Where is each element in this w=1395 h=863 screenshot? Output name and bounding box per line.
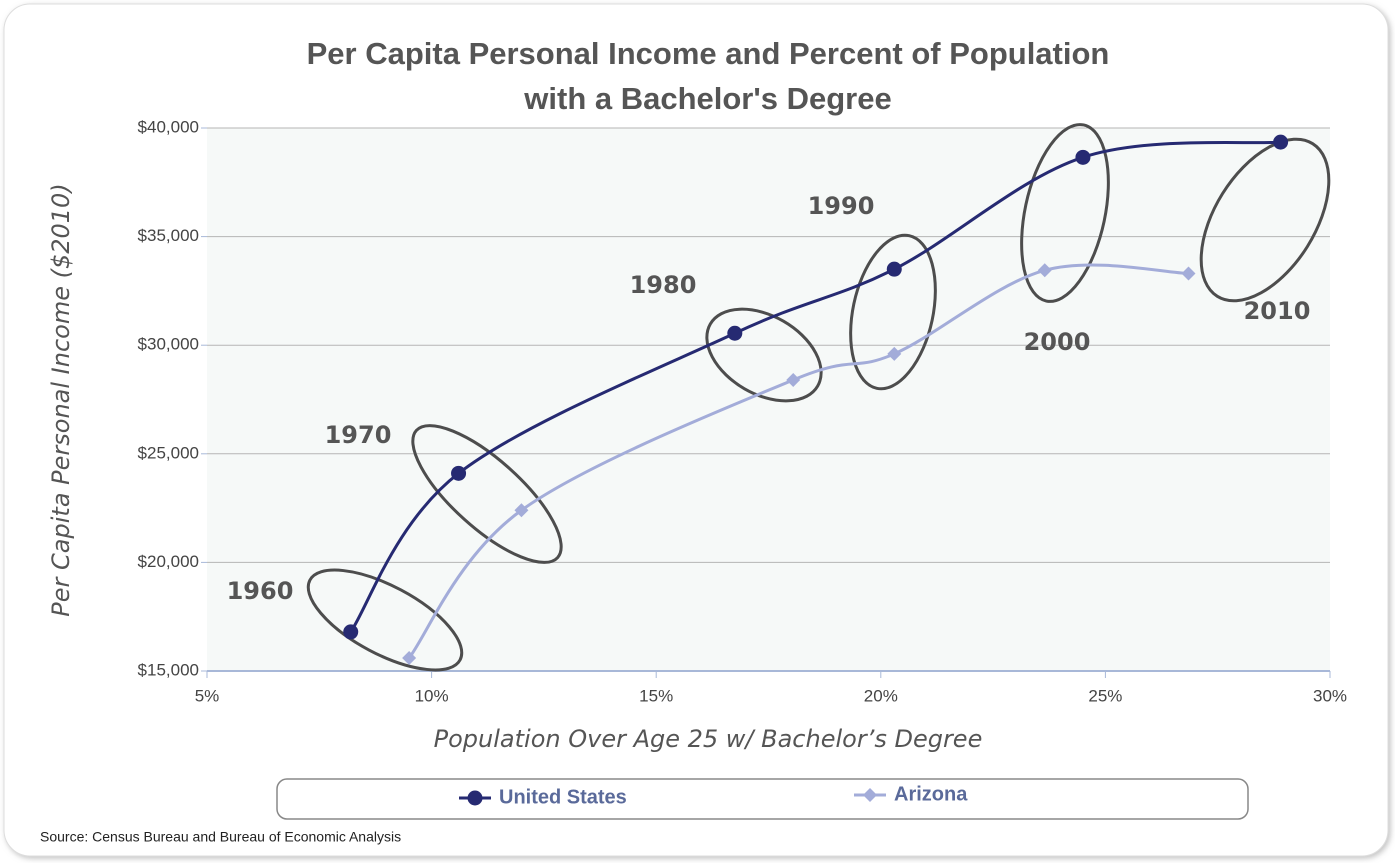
chart-title: Per Capita Personal Income and Percent o…	[307, 36, 1110, 71]
source: Source: Census Bureau and Bureau of Econ…	[40, 829, 401, 845]
y-tick-label: $40,000	[138, 117, 199, 136]
marker	[451, 465, 467, 481]
x-tick-label: 10%	[415, 686, 449, 705]
legend-box	[276, 778, 1249, 820]
series-line	[407, 263, 1189, 659]
annotation: 2000	[1024, 328, 1091, 356]
highlight-ellipse	[1020, 123, 1110, 303]
y-tick-label: $20,000	[138, 552, 199, 571]
marker	[886, 261, 902, 277]
y-tick-label: $25,000	[138, 443, 199, 462]
x-tick-label: 15%	[639, 686, 673, 705]
legend-label: Arizona	[894, 783, 968, 805]
y-tick-label: $15,000	[138, 660, 199, 679]
legend-label: United States	[499, 786, 627, 808]
highlight-ellipse	[306, 568, 464, 672]
annotation: 1960	[227, 577, 294, 605]
marker	[402, 650, 417, 665]
annotation: 1980	[630, 271, 697, 299]
annotation: 1990	[808, 192, 875, 220]
x-tick-label: 25%	[1088, 686, 1122, 705]
marker	[1273, 134, 1289, 150]
x-tick-label: 30%	[1313, 686, 1347, 705]
marker	[863, 788, 877, 802]
marker	[887, 346, 902, 361]
marker	[1037, 263, 1052, 278]
x-axis-label: Population Over Age 25 w/ Bachelor’s Deg…	[434, 725, 983, 753]
marker	[727, 325, 743, 341]
marker	[786, 372, 801, 387]
annotation: 2010	[1244, 297, 1311, 325]
x-tick-label: 5%	[195, 686, 220, 705]
highlight-ellipse	[1199, 137, 1331, 303]
marker	[343, 624, 359, 640]
marker	[467, 790, 483, 806]
marker	[1181, 266, 1196, 281]
y-tick-label: $30,000	[138, 335, 199, 354]
highlight-ellipse	[705, 307, 823, 403]
chart-subtitle: with a Bachelor's Degree	[523, 81, 891, 116]
annotations: 1960 1970 1980 1990 2000 2010	[227, 192, 1311, 605]
series-line	[349, 140, 1281, 633]
highlight-ellipse	[411, 424, 563, 564]
marker	[514, 503, 529, 518]
y-axis-label: Per Capita Personal Income ($2010)	[47, 183, 75, 616]
highlight-ellipse	[849, 233, 937, 391]
marker	[1075, 149, 1091, 165]
y-tick-label: $35,000	[138, 226, 199, 245]
x-tick-label: 20%	[864, 686, 898, 705]
annotation: 1970	[325, 421, 392, 449]
